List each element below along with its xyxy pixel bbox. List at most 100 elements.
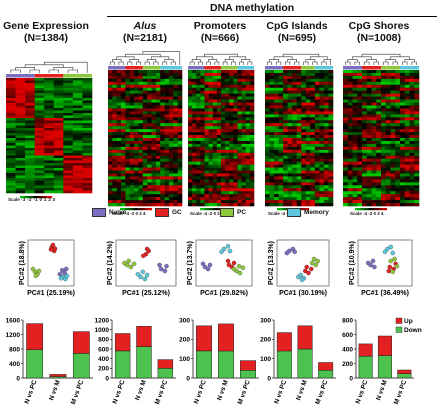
scale-label-alus: Scale -4 -2 0 2 4 [112,211,146,216]
dna-methylation-title: DNA methylation [210,2,295,14]
scale-gradient [20,196,53,199]
scale-label-expression: Scale -3 -2 -1 0 1 2 3 [8,197,56,202]
pca-point-gc [309,266,314,272]
pca-point-pc [122,260,127,266]
pca-point-gc [303,268,308,274]
pca-point-memory [382,249,388,255]
bar-ytick-label: 600 [98,346,109,353]
pca-frame [195,239,253,287]
bar-ytick-label: 1600 [6,317,21,324]
scale-label-promoters: Scale -4 -2 0 2 4 [190,211,224,216]
pca-point-pc [131,261,137,267]
legend-naive: Naive [92,208,126,217]
pca-point-naive [284,250,290,256]
pca-point-pc [36,268,42,274]
pca-point-memory [390,250,395,256]
bar-up [196,325,212,352]
bar-ytick-label: 200 [98,366,109,373]
pca-point-pc [315,258,320,264]
pca-point-pc [33,273,39,279]
dendrogram [109,51,181,65]
pca-point-pc [388,258,394,264]
bar-ytick-label: 0 [267,375,271,382]
group-bar-memory [237,66,254,70]
scale-label-cpg-shores: Scale -4 -2 0 2 4 [350,211,384,216]
bar-category-label: M vs PC [314,379,329,405]
pca-plot-3: PC#1 (30.19%) PC#2 (13.3%) [268,239,330,297]
pca-plot-1: PC#1 (25.12%) PC#2 (14.2%) [107,239,177,297]
bar-ytick-label: 400 [9,361,20,368]
legend-pc: PC [220,208,246,217]
pca-point-gc [231,260,237,266]
pca-point-gc [50,242,56,248]
pca-point-memory [299,277,305,283]
bar-chart-3: 0 100 200 300 N vs PC N vs M M vs PC [260,317,336,405]
bar-ytick-label: 300 [260,317,271,324]
group-bar-naive [6,74,35,78]
pca-point-gc [225,258,231,264]
bar-down [26,349,44,379]
legend-gc: GC [155,208,182,217]
pca-ylabel: PC#2 (13.7%) [187,241,194,285]
bar-down [358,356,373,379]
bar-ytick-label: 0 [105,375,109,382]
legend-swatch-down [395,326,403,333]
bar-ytick-label: 1000 [95,327,110,334]
bar-ytick-label: 800 [9,346,20,353]
legend-swatch-pc [220,208,234,217]
pca-point-naive [157,262,162,268]
pca-point-naive [365,260,371,266]
pca-point-pc [390,269,395,275]
dendrogram [267,53,331,65]
bar-category-label: N vs PC [355,379,370,405]
pca-point-pc [128,264,134,270]
bar-down [397,373,412,379]
pca-point-memory [138,274,143,280]
pca-point-memory [135,271,141,277]
dendrogram [189,53,253,65]
group-bar-gc [125,66,143,70]
bar-category-label: N vs M [216,379,230,401]
bar-ytick-label: 800 [98,337,109,344]
panel-title-promoters: Promoters (N=666) [193,20,247,44]
bar-down [377,355,392,379]
pca-point-pc [309,260,315,266]
heatmap-1 [108,51,183,207]
group-bar-memory [314,66,333,70]
pca-point-naive [200,261,206,267]
bar-ytick-label: 100 [179,356,190,363]
pca-xlabel: PC#1 (30.19%) [279,290,327,297]
pca-xlabel: PC#1 (29.82%) [200,290,248,297]
bar-ytick-label: 800 [342,317,353,324]
bar-ytick-label: 1200 [95,317,110,324]
pca-point-memory [64,273,70,279]
pca-point-pc [392,256,397,262]
legend-swatch-memory [287,208,301,217]
bar-down [276,350,292,379]
pca-plot-4: PC#1 (36.49%) PC#2 (10.9%) [349,239,413,297]
group-bar-gc [34,74,64,78]
bar-category-label: N vs M [375,379,389,401]
group-bar-memory [160,66,182,70]
scale-gradient [355,208,388,211]
bar-up [49,374,67,377]
heatmap-2 [188,53,255,207]
pca-xlabel: PC#1 (25.12%) [122,290,170,297]
heatmap-row [6,51,420,211]
pca-ylabel: PC#2 (10.9%) [349,241,356,285]
group-bar-pc [381,66,400,70]
bar-ytick-label: 300 [179,317,190,324]
pca-point-pc [236,263,242,269]
bar-ytick-label: 1200 [6,332,21,339]
group-bar-gc [283,66,302,70]
pca-frame [276,239,330,287]
pca-point-naive [370,258,376,264]
bar-chart-4: 0 200 400 600 800 N vs PC N vs M M vs PC Up Down [342,317,422,405]
legend-swatch-gc [155,208,169,217]
pca-point-pc [126,258,131,264]
bar-down [196,350,212,379]
scale-gradient [120,208,153,211]
pca-ylabel: PC#2 (18.8%) [19,241,26,285]
bar-up [136,326,152,347]
group-bar-naive [343,66,362,70]
